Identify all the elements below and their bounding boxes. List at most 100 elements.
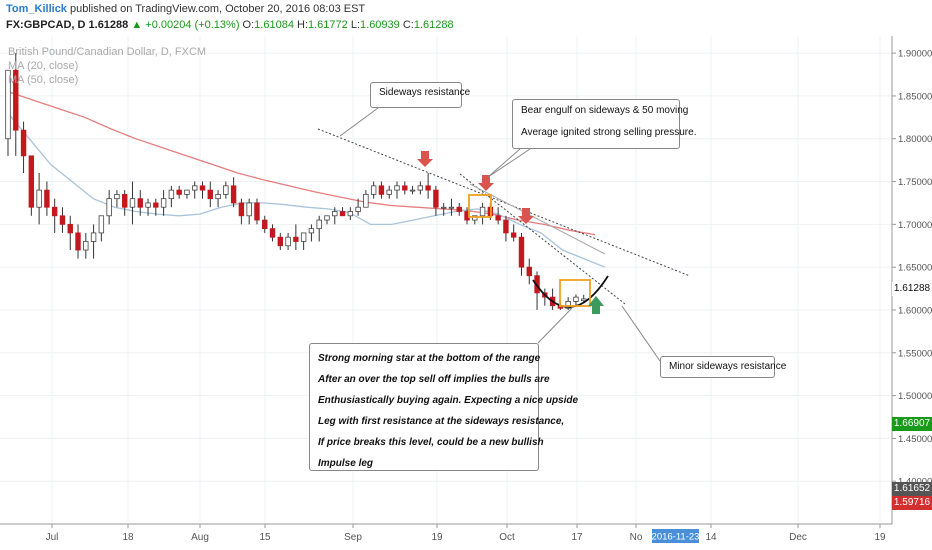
morning-star-box xyxy=(559,279,591,307)
bear-candle xyxy=(230,185,237,204)
bull-candle xyxy=(316,219,322,230)
note-line: After an over the top sell off implies t… xyxy=(318,374,550,385)
morning-star-note[interactable]: Strong morning star at the bottom of the… xyxy=(309,343,579,471)
bear-candle xyxy=(59,215,66,225)
bull-candle xyxy=(5,69,11,140)
bear-candle xyxy=(503,219,509,234)
bull-candle xyxy=(394,185,400,191)
x-tick-label: No xyxy=(630,532,643,543)
bull-candle xyxy=(417,185,424,191)
bear-candle xyxy=(20,129,27,157)
y-tick-label: 1.45000 xyxy=(898,434,932,445)
candles-layer xyxy=(5,53,587,310)
x-tick-label: 18 xyxy=(122,532,134,543)
x-tick-label: 19 xyxy=(431,532,443,543)
bull-candle xyxy=(448,206,455,209)
x-tick-label: Jul xyxy=(46,532,59,543)
bull-candle xyxy=(36,189,42,208)
bull-candle xyxy=(355,206,361,212)
ma50-legend: MA (50, close) xyxy=(8,74,79,86)
bull-candle xyxy=(215,193,221,200)
bull-candle xyxy=(472,215,478,221)
note-line: Strong morning star at the bottom of the… xyxy=(318,353,541,364)
y-tick-label: 1.55000 xyxy=(898,348,932,359)
bull-candle xyxy=(223,185,229,195)
bull-candle xyxy=(308,228,315,234)
x-tick-label: Dec xyxy=(789,532,807,543)
date-tag xyxy=(652,529,699,543)
close-value: 1.61288 xyxy=(413,19,454,31)
bull-candle xyxy=(145,202,151,208)
arrow-down-icon xyxy=(417,151,433,167)
bear-engulf-box xyxy=(468,194,492,218)
bull-candle xyxy=(324,215,330,221)
bear-candle xyxy=(425,185,431,191)
bull-candle xyxy=(347,211,354,217)
bear-candle xyxy=(51,206,58,217)
green-price-tag: 1.66907 xyxy=(892,417,932,431)
note-line: Impulse leg xyxy=(318,458,374,469)
low-label: L: xyxy=(350,19,361,31)
bull-candle xyxy=(192,185,198,191)
bear-candle xyxy=(518,236,525,268)
bear-candle xyxy=(75,232,81,251)
arrow-down-icon xyxy=(518,208,534,224)
bear-candle xyxy=(378,185,385,195)
bull-candle xyxy=(479,206,486,217)
bear-candle xyxy=(456,206,462,212)
symbol-line: FX:GBPCAD, D 1.61288 ▲ +0.00204 (+0.13%)… xyxy=(6,19,454,31)
bear-candle xyxy=(269,228,276,238)
bear-candle xyxy=(254,202,260,221)
low-value: 1.60939 xyxy=(360,19,400,31)
bull-candle xyxy=(90,232,97,242)
bull-candle xyxy=(98,215,105,234)
y-tick-label: 1.85000 xyxy=(898,91,932,102)
note-text: Sideways resistance xyxy=(379,87,471,98)
chart-header: Tom_Killick published on TradingView.com… xyxy=(0,0,932,36)
bull-candle xyxy=(300,232,307,242)
sideways-resistance-note[interactable]: Sideways resistance xyxy=(370,82,471,108)
bull-candle xyxy=(246,202,252,217)
bull-candle xyxy=(129,198,136,208)
bull-candle xyxy=(370,185,377,195)
time-axis: Jul 18 Aug 15 Sep 19 Oct 17 No 14 Dec 19 2016-11-23 xyxy=(0,523,892,543)
callout-pointer xyxy=(339,107,379,137)
bull-candle xyxy=(114,193,120,200)
bull-candle xyxy=(363,193,369,208)
symbol-label: FX:GBPCAD, D xyxy=(6,19,86,31)
bull-candle xyxy=(409,189,416,192)
bull-candle xyxy=(332,211,338,217)
y-tick-label: 1.90000 xyxy=(898,49,932,60)
bull-candle xyxy=(83,241,89,251)
bear-candle xyxy=(44,189,50,208)
sideways-trendline xyxy=(317,128,691,277)
date-tag-label: 2016-11-23 xyxy=(652,532,700,543)
minor-resistance-note[interactable]: Minor sideways resistance xyxy=(660,356,787,378)
bear-candle xyxy=(28,155,35,208)
last-price: 1.61288 xyxy=(88,19,129,31)
note-line: Enthusiastically buying again. Expecting… xyxy=(318,395,579,406)
arrow-down-icon xyxy=(478,175,494,191)
note-line: Average ignited strong selling pressure. xyxy=(521,127,697,138)
bear-engulf-note[interactable]: Bear engulf on sideways & 50 moving Aver… xyxy=(512,99,697,149)
change-value: +0.00204 (+0.13%) xyxy=(145,19,240,31)
x-tick-label: Aug xyxy=(191,532,209,543)
open-value: 1.61084 xyxy=(254,19,294,31)
bear-candle xyxy=(122,193,128,208)
x-tick-label: 15 xyxy=(259,532,271,543)
x-tick-label: 19 xyxy=(874,532,886,543)
price-chart[interactable]: 1.90000 1.85000 1.80000 1.75000 1.70000 1.650… xyxy=(0,36,932,550)
x-tick-label: Sep xyxy=(344,532,362,543)
ma50-line xyxy=(7,90,596,236)
author-link[interactable]: Tom_Killick xyxy=(6,3,67,15)
minor-trendline xyxy=(459,173,626,305)
published-text: published on TradingView.com, October 20… xyxy=(70,3,366,15)
dark-price-tag: 1.61652 xyxy=(892,482,932,496)
faint-trendline xyxy=(469,183,606,255)
last-price-tag: 1.61288 xyxy=(892,282,932,296)
open-label: O: xyxy=(242,19,255,31)
bear-candle xyxy=(402,185,408,191)
x-tick-label: 14 xyxy=(705,532,717,543)
note-text: Minor sideways resistance xyxy=(669,361,787,372)
y-tick-label: 1.50000 xyxy=(898,391,932,402)
